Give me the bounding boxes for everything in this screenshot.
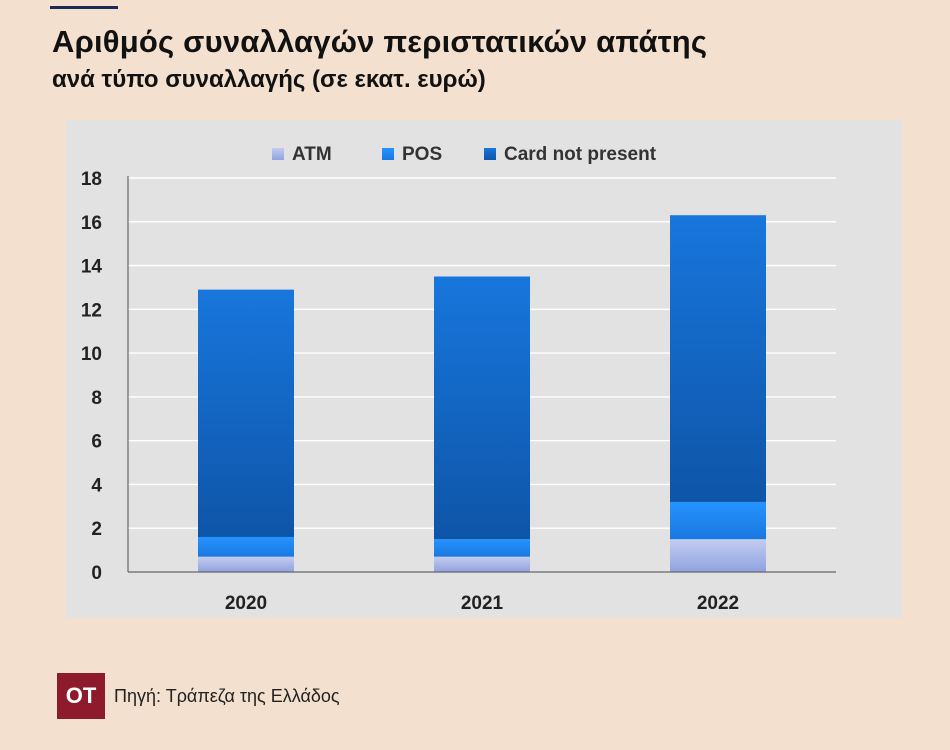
legend-label: POS xyxy=(402,144,442,165)
y-tick-label: 2 xyxy=(91,519,102,540)
y-tick-label: 12 xyxy=(81,300,102,321)
chart-panel: 0 2 4 6 8 10 12 14 16 18 2020 2021 2022 ATM POS Card n… xyxy=(66,120,902,618)
page-subtitle: ανά τύπο συναλλαγής (σε εκατ. ευρώ) xyxy=(52,66,486,93)
y-tick-label: 10 xyxy=(81,344,102,365)
legend-swatch xyxy=(272,148,284,160)
legend-label: Card not present xyxy=(504,144,657,165)
y-tick-label: 0 xyxy=(91,563,102,584)
y-tick-label: 18 xyxy=(81,169,102,190)
source-note: Πηγή: Τράπεζα της Ελλάδος xyxy=(114,685,340,706)
y-tick-label: 4 xyxy=(91,475,102,496)
stacked-bar-chart: 0 2 4 6 8 10 12 14 16 18 2020 2021 2022 ATM POS Card n… xyxy=(66,120,902,618)
y-tick-label: 6 xyxy=(91,432,102,453)
legend-swatch xyxy=(484,148,496,160)
bar-card-not-present-2021 xyxy=(434,276,530,540)
x-tick-label: 2022 xyxy=(697,593,739,614)
accent-rule xyxy=(50,6,118,9)
x-tick-label: 2021 xyxy=(461,593,504,614)
legend-swatch xyxy=(382,148,394,160)
y-tick-label: 14 xyxy=(81,257,103,278)
y-tick-label: 8 xyxy=(91,388,102,409)
legend-label: ATM xyxy=(292,144,332,165)
page-title: Αριθμός συναλλαγών περιστατικών απάτης xyxy=(52,24,708,59)
bar-pos-2022 xyxy=(670,501,766,540)
bar-atm-2022 xyxy=(670,539,766,572)
footer: OT Πηγή: Τράπεζα της Ελλάδος xyxy=(57,673,340,719)
ot-logo: OT xyxy=(57,673,105,719)
x-tick-label: 2020 xyxy=(225,593,267,614)
bar-card-not-present-2020 xyxy=(198,289,294,537)
bar-card-not-present-2022 xyxy=(670,215,766,502)
bar-pos-2020 xyxy=(198,536,294,557)
bar-atm-2020 xyxy=(198,556,294,572)
bar-pos-2021 xyxy=(434,539,530,557)
y-tick-label: 16 xyxy=(81,213,102,234)
bar-atm-2021 xyxy=(434,556,530,572)
